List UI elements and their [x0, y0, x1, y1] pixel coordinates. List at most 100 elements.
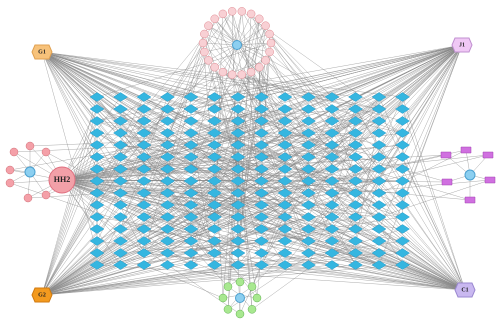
- bottom-node: [235, 309, 245, 319]
- gene-node: [230, 152, 246, 162]
- gene-node: [136, 92, 152, 102]
- gene-node: [371, 224, 387, 234]
- gene-node: [348, 152, 363, 162]
- gene-node: [254, 140, 269, 150]
- edge: [96, 144, 168, 158]
- edge: [190, 180, 380, 194]
- edge: [41, 180, 145, 296]
- edge: [96, 264, 466, 291]
- edge: [222, 44, 238, 73]
- edge: [41, 264, 333, 296]
- hub-node: [31, 287, 53, 303]
- right-node: [441, 178, 453, 186]
- gene-node: [113, 176, 128, 186]
- gene-node: [136, 200, 152, 210]
- edge: [41, 51, 239, 254]
- edge: [227, 132, 239, 310]
- edge: [355, 44, 463, 98]
- edge: [190, 67, 215, 170]
- edge: [402, 156, 466, 291]
- gene-node: [183, 260, 199, 270]
- gene-node: [277, 92, 293, 102]
- right-node: [464, 196, 476, 204]
- edge: [222, 108, 239, 299]
- gene-node: [113, 152, 128, 162]
- edge: [61, 120, 309, 181]
- ring-node: [237, 70, 247, 79]
- gene-node: [136, 188, 152, 198]
- gene-node: [395, 188, 410, 198]
- edge: [120, 168, 229, 287]
- gene-node: [301, 200, 316, 210]
- edge: [308, 108, 356, 218]
- edge: [202, 42, 356, 218]
- gene-node: [324, 248, 340, 258]
- edge: [284, 264, 466, 291]
- gene-node: [348, 164, 363, 174]
- gene-node: [230, 236, 246, 246]
- edge: [41, 51, 309, 158]
- gene-node: [277, 176, 293, 186]
- gene-node: [371, 236, 387, 246]
- edge: [61, 96, 168, 181]
- edge: [308, 44, 463, 146]
- nodes: [5, 7, 496, 319]
- gene-node: [113, 128, 128, 138]
- ring-node: [246, 67, 256, 77]
- right-node: [482, 151, 494, 159]
- gene-node: [277, 164, 293, 174]
- gene-node: [277, 152, 293, 162]
- edge: [41, 180, 239, 296]
- gene-node: [230, 104, 246, 114]
- edge: [241, 11, 333, 158]
- gene-node: [301, 260, 316, 270]
- edge: [214, 18, 262, 122]
- gene-node: [113, 140, 128, 150]
- edge: [402, 44, 463, 194]
- edge: [269, 33, 356, 122]
- gene-node: [136, 116, 152, 126]
- gene-node: [113, 236, 128, 246]
- left-node: [25, 141, 35, 151]
- gene-node: [230, 248, 246, 258]
- gene-node: [371, 260, 387, 270]
- gene-node: [113, 200, 128, 210]
- gene-node: [113, 188, 128, 198]
- left-node: [23, 193, 33, 203]
- edge: [143, 228, 333, 266]
- gene-node: [371, 212, 387, 222]
- edge: [41, 252, 121, 296]
- gene-node: [230, 176, 246, 186]
- gene-node: [324, 140, 340, 150]
- edge: [204, 51, 309, 230]
- edge: [231, 11, 238, 46]
- gene-node: [324, 236, 340, 246]
- node-label: G2: [38, 292, 46, 298]
- edge: [143, 156, 215, 206]
- edge: [41, 51, 333, 98]
- edge: [41, 51, 239, 110]
- gene-node: [254, 152, 269, 162]
- left-node: [5, 165, 15, 175]
- edge: [241, 74, 333, 158]
- edge: [214, 11, 243, 134]
- gene-node: [207, 224, 222, 234]
- edge: [61, 96, 145, 181]
- gene-node: [183, 248, 199, 258]
- edge: [378, 44, 463, 182]
- gene-node: [371, 104, 387, 114]
- edge: [190, 204, 380, 266]
- edge: [231, 11, 262, 110]
- gene-node: [277, 224, 293, 234]
- edge: [143, 44, 463, 146]
- edge: [143, 252, 466, 291]
- gene-node: [183, 200, 199, 210]
- edge: [143, 13, 224, 110]
- edge: [402, 264, 466, 291]
- edge: [41, 120, 145, 296]
- gene-node: [371, 152, 387, 162]
- edge: [214, 44, 463, 134]
- gene-node: [395, 152, 410, 162]
- edge: [61, 179, 309, 194]
- edge: [378, 44, 463, 230]
